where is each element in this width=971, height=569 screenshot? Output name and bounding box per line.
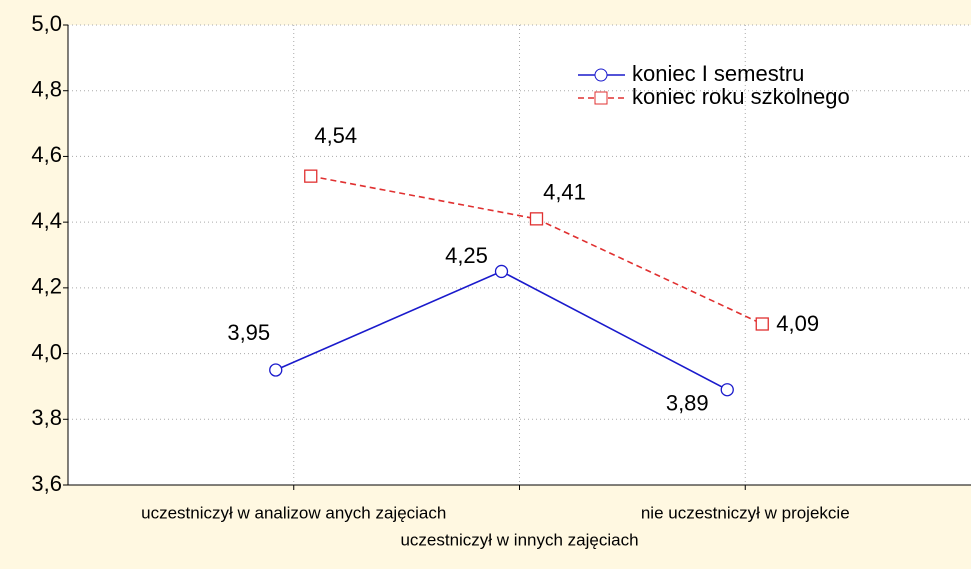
legend-label: koniec I semestru: [632, 61, 804, 86]
y-tick-label: 4,6: [31, 142, 62, 167]
data-label: 3,89: [666, 391, 709, 416]
marker: [494, 264, 509, 279]
data-label: 4,25: [445, 243, 488, 268]
marker: [529, 212, 544, 226]
y-tick-label: 4,8: [31, 77, 62, 102]
marker: [755, 317, 769, 331]
marker: [304, 169, 318, 183]
legend-marker: [594, 91, 608, 105]
data-label: 4,09: [776, 311, 819, 336]
data-label: 4,41: [543, 180, 586, 205]
marker: [269, 363, 283, 377]
x-tick-label: uczestniczył w innych zajęciach: [400, 530, 638, 549]
marker: [720, 383, 734, 397]
x-tick-label: nie uczestniczył w projekcie: [641, 503, 850, 522]
y-tick-label: 4,2: [31, 274, 62, 299]
x-tick-label: uczestniczył w analizow anych zajęciach: [141, 503, 446, 522]
y-tick-label: 4,4: [31, 208, 62, 233]
series-line: [310, 175, 763, 325]
data-label: 4,54: [314, 123, 357, 148]
data-label: 3,95: [227, 320, 270, 345]
y-tick-label: 3,8: [31, 405, 62, 430]
y-tick-label: 4,0: [31, 339, 62, 364]
legend-label: koniec roku szkolnego: [632, 84, 850, 109]
legend-marker: [594, 68, 608, 82]
y-tick-label: 3,6: [31, 471, 62, 496]
y-tick-label: 5,0: [31, 11, 62, 36]
